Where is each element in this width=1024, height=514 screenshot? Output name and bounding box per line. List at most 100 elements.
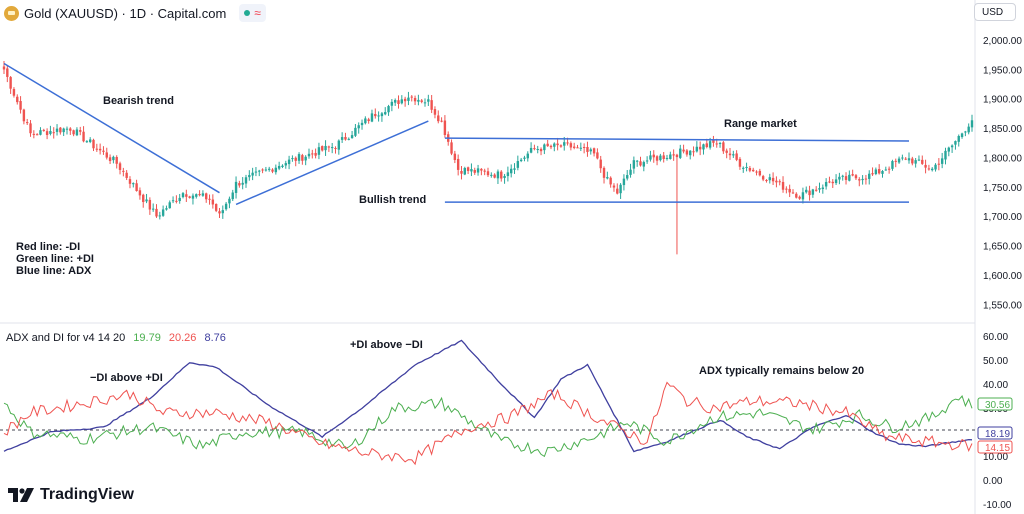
- candle-body: [29, 123, 32, 134]
- candle-body: [165, 208, 168, 210]
- candle-body: [543, 144, 546, 151]
- candle-body: [39, 130, 42, 135]
- indicator-tick-label: 50.00: [983, 356, 1008, 367]
- candle-body: [79, 130, 82, 132]
- candle-body: [609, 177, 612, 185]
- candle-body: [848, 174, 851, 181]
- candle-body: [510, 168, 513, 174]
- candle-body: [460, 171, 463, 174]
- candle-body: [231, 192, 234, 200]
- candle-body: [380, 113, 384, 117]
- candle-body: [559, 145, 563, 147]
- indicator-adx-value: 8.76: [204, 332, 226, 344]
- candle-body: [798, 196, 801, 199]
- candle-body: [904, 158, 907, 160]
- candle-body: [354, 127, 357, 136]
- candle-body: [423, 102, 427, 104]
- candle-body: [218, 211, 221, 214]
- candle-body: [264, 169, 268, 171]
- candle-body: [330, 147, 334, 149]
- candle-body: [725, 150, 728, 153]
- current-value-badges: 30.56 18.19 14.15: [977, 397, 1013, 454]
- symbol-title[interactable]: Gold (XAUUSD) · 1D · Capital.com: [24, 5, 227, 21]
- candle-body: [49, 131, 52, 134]
- candle-body: [334, 148, 337, 150]
- candle-body: [937, 163, 941, 165]
- candle-body: [599, 159, 602, 169]
- legend-adx: Blue line: ADX: [16, 265, 92, 277]
- candle-body: [576, 147, 579, 149]
- candle-body: [914, 160, 917, 164]
- candle-body: [931, 168, 934, 171]
- price-tick-label: 1,950.00: [983, 65, 1022, 76]
- candle-body: [924, 164, 927, 168]
- candle-body: [6, 68, 9, 77]
- candle-body: [347, 138, 350, 140]
- candle-body: [161, 209, 165, 216]
- candle-body: [761, 176, 765, 180]
- legend-plus-di: Green line: +DI: [16, 253, 94, 265]
- candle-body: [430, 100, 433, 110]
- candle-body: [344, 136, 347, 140]
- candle-body: [572, 146, 576, 148]
- candle-body: [135, 183, 138, 191]
- currency-selector[interactable]: USD: [974, 3, 1016, 21]
- candle-body: [294, 157, 297, 161]
- candle-body: [69, 128, 72, 131]
- candle-body: [287, 159, 291, 165]
- candle-body: [337, 140, 341, 150]
- candle-body: [357, 125, 360, 129]
- candle-body: [821, 187, 825, 190]
- candle-body: [374, 114, 377, 117]
- candle-body: [443, 120, 447, 136]
- candle-body: [705, 143, 708, 148]
- candle-body: [901, 157, 904, 159]
- candle-body: [639, 161, 642, 166]
- candle-body: [616, 188, 619, 194]
- candle-body: [145, 199, 148, 202]
- candle-body: [384, 112, 387, 115]
- candle-body: [715, 143, 718, 145]
- indicator-minus-di-value: 20.26: [168, 332, 197, 344]
- candle-body: [695, 146, 699, 152]
- tradingview-logo[interactable]: TradingView: [8, 486, 134, 504]
- candle-body: [692, 151, 695, 153]
- annotation-bearish-trend: Bearish trend: [103, 95, 174, 107]
- candle-body: [171, 200, 175, 202]
- candle-body: [722, 142, 725, 152]
- candle-body: [732, 154, 735, 156]
- candle-body: [944, 150, 947, 160]
- candle-body: [304, 156, 307, 161]
- candle-body: [12, 89, 16, 96]
- candle-body: [506, 172, 510, 177]
- candle-body: [712, 140, 715, 143]
- price-tick-label: 1,900.00: [983, 95, 1022, 106]
- candle-body: [775, 180, 778, 183]
- candle-body: [85, 141, 89, 143]
- candle-body: [964, 131, 967, 133]
- candle-body: [42, 129, 45, 131]
- indicator-legend[interactable]: ADX and DI for v4 14 20 19.79 20.26 8.76: [6, 332, 231, 344]
- candle-body: [533, 148, 536, 150]
- candle-body: [652, 154, 655, 158]
- candle-body: [413, 97, 417, 102]
- candle-body: [158, 215, 162, 217]
- candle-body: [417, 99, 420, 102]
- candle-body: [142, 194, 145, 203]
- market-status[interactable]: ≈: [239, 4, 266, 22]
- candle-body: [208, 198, 211, 200]
- candle-body: [483, 170, 486, 172]
- candle-body: [102, 150, 105, 152]
- candle-body: [181, 193, 185, 198]
- annotation-minus-di-above: −DI above +DI: [90, 372, 163, 384]
- candle-body: [2, 66, 6, 70]
- candle-body: [364, 118, 367, 124]
- candle-body: [52, 132, 55, 134]
- candle-body: [745, 166, 748, 168]
- candle-body: [317, 147, 321, 155]
- candle-body: [516, 161, 520, 168]
- candle-body: [314, 152, 317, 156]
- chart-header: Gold (XAUUSD) · 1D · Capital.com ≈: [4, 4, 266, 22]
- candle-body: [450, 142, 453, 154]
- candle-body: [940, 158, 944, 164]
